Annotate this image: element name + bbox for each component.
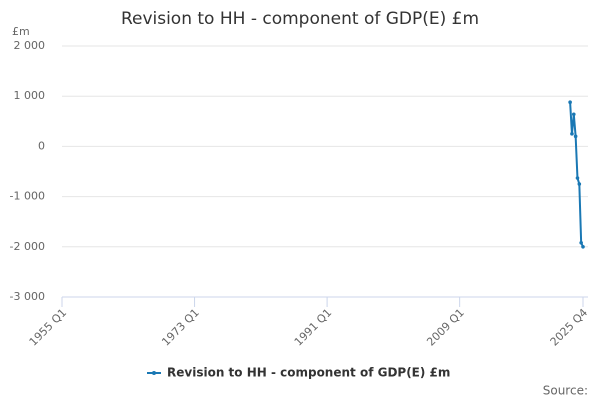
data-point [570,132,574,136]
data-point [577,182,582,186]
series-line [569,102,584,248]
data-point [573,134,578,139]
source: Source: [543,384,588,398]
y-axis-label: £m [12,25,30,38]
y-tick-label: -2 000 [10,240,45,253]
y-tick-label: 2 000 [14,39,46,52]
y-tick-label: -1 000 [10,190,45,203]
chart-title: Revision to HH - component of GDP(E) £m [121,9,479,29]
legend-label: Revision to HH - component of GDP(E) £m [167,366,450,380]
data-point [571,112,576,117]
legend-marker [152,371,156,375]
data-point [568,100,572,105]
data-point [581,245,585,249]
data-point [579,240,583,245]
y-tick-label: 1 000 [14,89,46,102]
y-tick-label: -3 000 [10,290,45,303]
data-point [575,176,580,180]
y-tick-label: 0 [38,139,45,152]
